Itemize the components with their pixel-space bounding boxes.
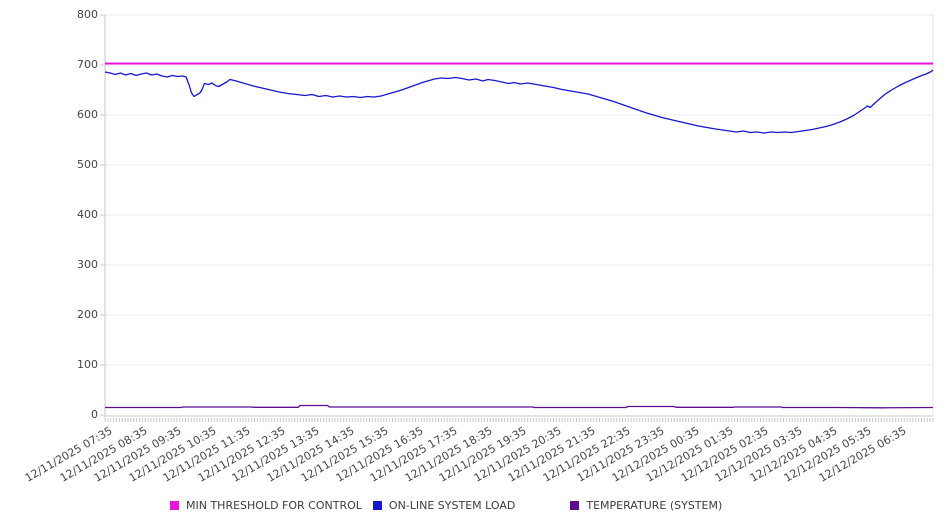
legend-swatch-temperature-icon (570, 501, 580, 510)
y-tick-label: 0 (91, 408, 98, 421)
series-line-1 (104, 69, 934, 134)
y-tick-label: 100 (77, 358, 98, 371)
legend-label-system-load: ON-LINE SYSTEM LOAD (388, 499, 516, 512)
legend-label-temperature: TEMPERATURE (SYSTEM) (586, 499, 723, 512)
plot-area (100, 14, 934, 422)
legend-swatch-system-load-icon (372, 501, 382, 510)
y-tick-label: 400 (77, 208, 98, 221)
legend-item-system-load[interactable]: ON-LINE SYSTEM LOAD (372, 499, 516, 512)
y-tick-label: 800 (77, 8, 98, 21)
y-tick-label: 700 (77, 58, 98, 71)
legend-swatch-min-threshold-icon (170, 501, 179, 510)
legend: MIN THRESHOLD FOR CONTROL ON-LINE SYSTEM… (170, 499, 722, 512)
y-tick-label: 300 (77, 258, 98, 271)
y-tick-label: 500 (77, 158, 98, 171)
legend-item-min-threshold[interactable]: MIN THRESHOLD FOR CONTROL (170, 499, 362, 512)
y-tick-label: 600 (77, 108, 98, 121)
series-line-2 (105, 404, 934, 409)
legend-label-min-threshold: MIN THRESHOLD FOR CONTROL (186, 499, 362, 512)
legend-item-temperature[interactable]: TEMPERATURE (SYSTEM) (570, 499, 722, 512)
y-tick-label: 200 (77, 308, 98, 321)
